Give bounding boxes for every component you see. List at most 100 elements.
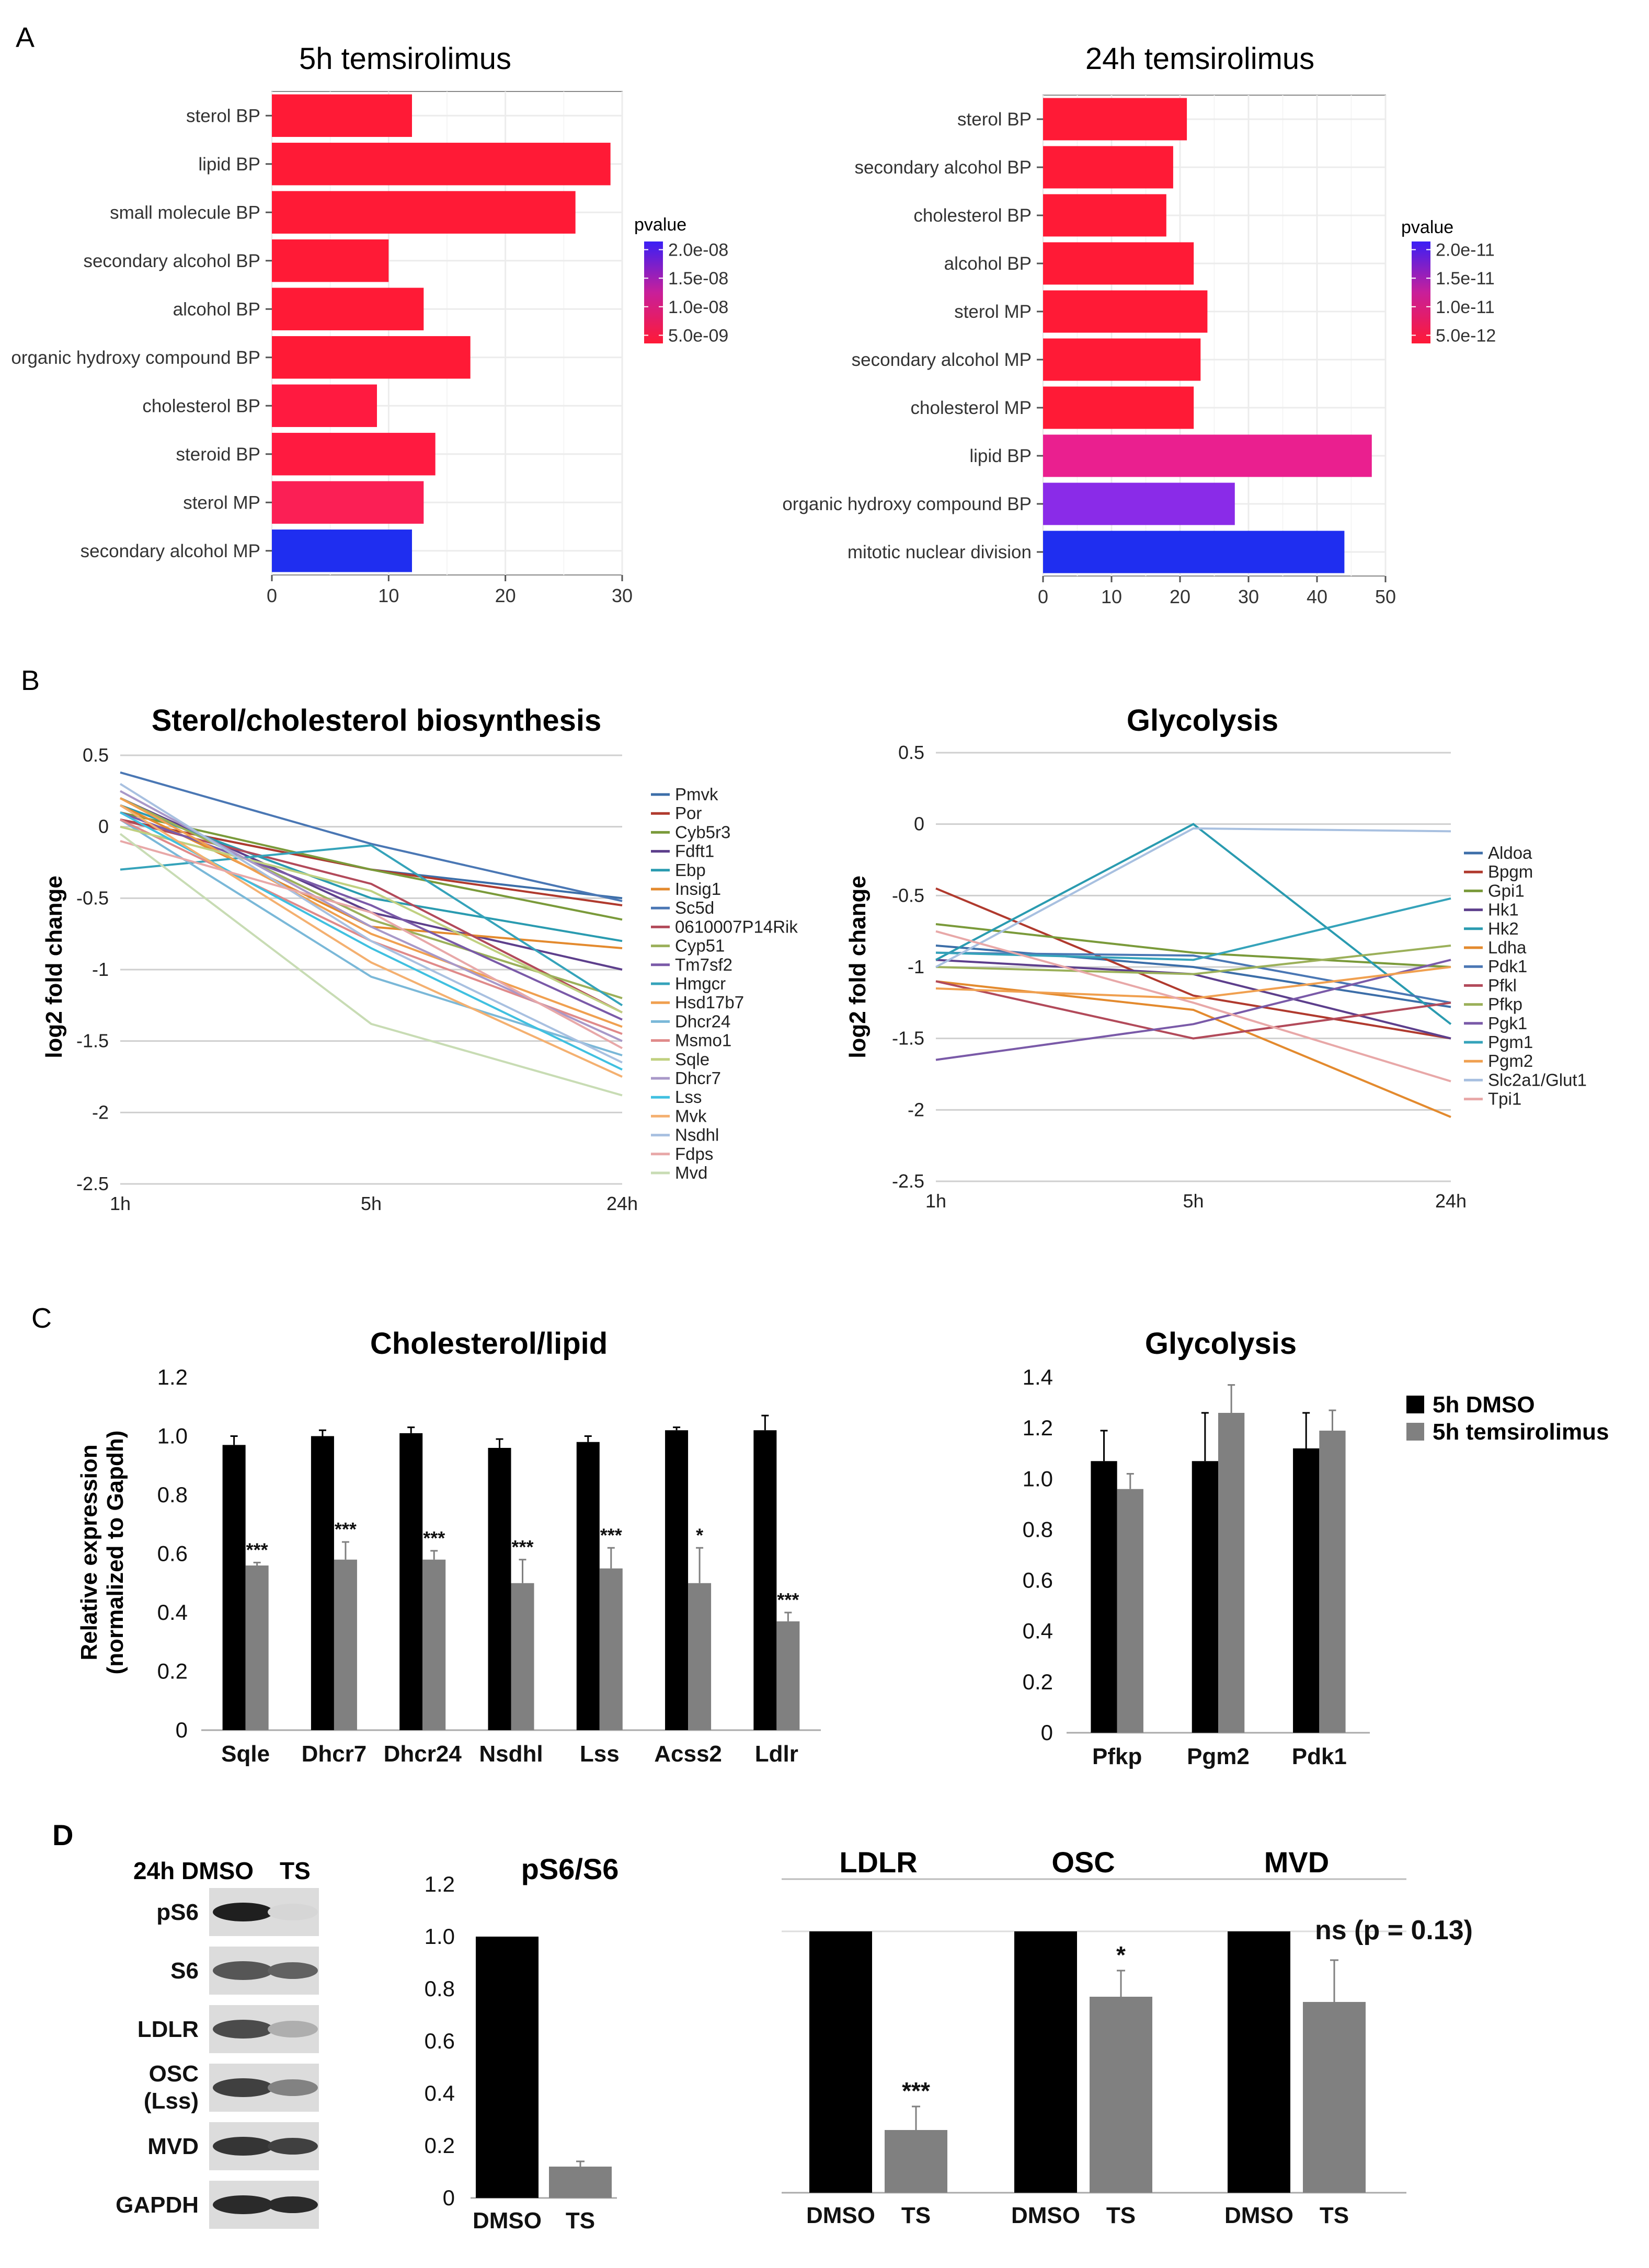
legend-label-lss: Lss (675, 1087, 702, 1107)
bar-dhcr7-5h-temsirolimus (334, 1559, 357, 1730)
blot-band-ts-gapdh (268, 2196, 318, 2213)
x-tick-label-acss2: Acss2 (654, 1741, 722, 1767)
y-tick-label-d1: 1.0 (425, 1924, 455, 1949)
series-line-pfkp (935, 945, 1451, 975)
legend-label-aldoa: Aldoa (1488, 843, 1532, 862)
bar-pfkp-5h-dmso (1091, 1461, 1117, 1733)
blot-band-dmso-gapdh (213, 2195, 273, 2214)
blot-label-osc-lss: (Lss) (144, 2088, 199, 2114)
y-tick-label-c1: 0.6 (157, 1541, 188, 1566)
bar-steroid-bp (272, 433, 436, 476)
legend-label-ebp: Ebp (675, 860, 706, 880)
legend-label-mvd: Mvd (675, 1163, 707, 1182)
bar-secondary-alcohol-bp (272, 239, 389, 282)
legend-label-pgk1: Pgk1 (1488, 1014, 1527, 1033)
bar-sqle-5h-temsirolimus (245, 1565, 269, 1730)
y-tick-label-cholesterol-bp: cholesterol BP (913, 205, 1032, 226)
bar-pfkp-5h-temsirolimus (1117, 1489, 1143, 1733)
legend-swatch-temsirolimus (1406, 1423, 1424, 1441)
series-line-gpi1 (935, 923, 1451, 968)
y-tick-label-b2: 0.5 (898, 742, 924, 763)
y-tick-label-sterol-mp: sterol MP (954, 302, 1032, 322)
legend-label-pdk1: Pdk1 (1488, 957, 1527, 976)
legend-label-pgm1: Pgm1 (1488, 1032, 1533, 1052)
y-tick-label-d1: 0.2 (425, 2133, 455, 2158)
series-line-sc5d (120, 771, 623, 902)
y-tick-label-b2: 0 (914, 813, 924, 835)
legend-label-tpi1: Tpi1 (1488, 1089, 1521, 1109)
legend-label-gpi1: Gpi1 (1488, 881, 1525, 900)
x-tick-label-a2: 30 (1238, 586, 1259, 607)
chart-title-a2: 24h temsirolimus (1085, 42, 1314, 76)
panel-letter-a: A (16, 22, 35, 53)
blot-band-dmso-osc-lss (213, 2078, 273, 2097)
colorbar-label-a1: 2.0e-08 (668, 240, 728, 260)
colorbar-label-a1: 5.0e-09 (668, 326, 728, 346)
y-tick-label-b1: 0.5 (83, 744, 109, 766)
y-tick-label-secondary-alcohol-mp: secondary alcohol MP (81, 541, 260, 561)
bar-cholesterol-bp (272, 384, 377, 427)
y-tick-label-c1: 0.8 (157, 1482, 188, 1507)
y-tick-label-c2: 0.8 (1023, 1517, 1053, 1541)
bar-ldlr-5h-dmso (753, 1430, 777, 1730)
series-line-mvk (119, 804, 623, 1078)
y-tick-label-mitotic-nuclear-division: mitotic nuclear division (848, 542, 1032, 562)
y-tick-label-c1: 1.0 (157, 1424, 188, 1448)
y-tick-label-lipid-bp: lipid BP (198, 154, 260, 175)
bar-pdk1-5h-temsirolimus (1319, 1431, 1346, 1733)
legend-label-mvk: Mvk (675, 1106, 707, 1125)
series-line-fdps (120, 840, 623, 1050)
bar-sterol-mp (1043, 290, 1208, 333)
y-tick-label-b2: -1.5 (892, 1028, 924, 1049)
significance-label-osc: * (1116, 1941, 1126, 1968)
y-tick-label-d1: 1.2 (425, 1872, 455, 1896)
y-tick-label-secondary-alcohol-mp: secondary alcohol MP (852, 350, 1032, 370)
legend-label-slc2a1-glut1: Slc2a1/Glut1 (1488, 1070, 1587, 1089)
legend-label-temsirolimus: 5h temsirolimus (1433, 1419, 1609, 1445)
bar-lss-5h-dmso (576, 1442, 600, 1730)
series-line-sqle (120, 825, 623, 1014)
legend-label-por: Por (675, 803, 702, 823)
chart-title-d1: pS6/S6 (521, 1852, 619, 1885)
y-tick-label-small-molecule-bp: small molecule BP (110, 202, 260, 223)
y-tick-label-alcohol-bp: alcohol BP (944, 254, 1032, 274)
legend-label-cyp51: Cyp51 (675, 936, 725, 955)
bar-pdk1-5h-dmso (1293, 1448, 1320, 1733)
colorbar-label-a2: 2.0e-11 (1436, 240, 1495, 260)
bar-pgm2-5h-dmso (1192, 1461, 1218, 1733)
blot-label-gapdh: GAPDH (116, 2192, 199, 2218)
y-tick-label-b1: -1 (92, 959, 109, 980)
legend-label-msmo1: Msmo1 (675, 1031, 731, 1050)
bar-secondary-alcohol-mp (1043, 338, 1201, 381)
y-tick-label-d1: 0 (443, 2185, 455, 2210)
legend-label-cyb5r3: Cyb5r3 (675, 822, 730, 842)
legend-label-dhcr24: Dhcr24 (675, 1011, 730, 1031)
bar-sqle-5h-dmso (222, 1445, 246, 1730)
blot-band-dmso-ps6 (213, 1903, 273, 1921)
bar-alcohol-bp (272, 287, 424, 330)
chart-title-c1: Cholesterol/lipid (370, 1327, 608, 1361)
series-line-slc2a1-glut1 (935, 827, 1451, 968)
x-tick-label-mvd-ts: TS (1320, 2203, 1349, 2228)
significance-label-dhcr7: *** (335, 1518, 357, 1540)
chart-title-d2-mvd: MVD (1264, 1846, 1329, 1879)
y-tick-label-b1: 0 (98, 816, 109, 837)
y-tick-label-c1: 0.2 (157, 1659, 188, 1684)
y-tick-label-d1: 0.6 (425, 2029, 455, 2053)
bar-alcohol-bp (1043, 242, 1194, 285)
series-line-pgm2 (935, 966, 1451, 1000)
panel-letter-d: D (52, 1818, 73, 1851)
bar-osc-dmso (1014, 1931, 1077, 2193)
pvalue-colorbar-a2 (1412, 241, 1430, 343)
y-tick-label-c2: 1.0 (1023, 1466, 1053, 1491)
chart-title-c2: Glycolysis (1145, 1327, 1297, 1361)
y-tick-label-sterol-bp: sterol BP (186, 106, 260, 126)
legend-label-pmvk: Pmvk (675, 785, 718, 804)
x-tick-label-a1: 30 (612, 585, 633, 606)
blot-band-dmso-s6 (213, 1961, 273, 1980)
legend-label-nsdhl: Nsdhl (675, 1125, 719, 1145)
series-line-cyb5r3 (120, 811, 623, 921)
blot-header-dmso: 24h DMSO (133, 1857, 254, 1884)
bar-cholesterol-mp (1043, 386, 1194, 429)
